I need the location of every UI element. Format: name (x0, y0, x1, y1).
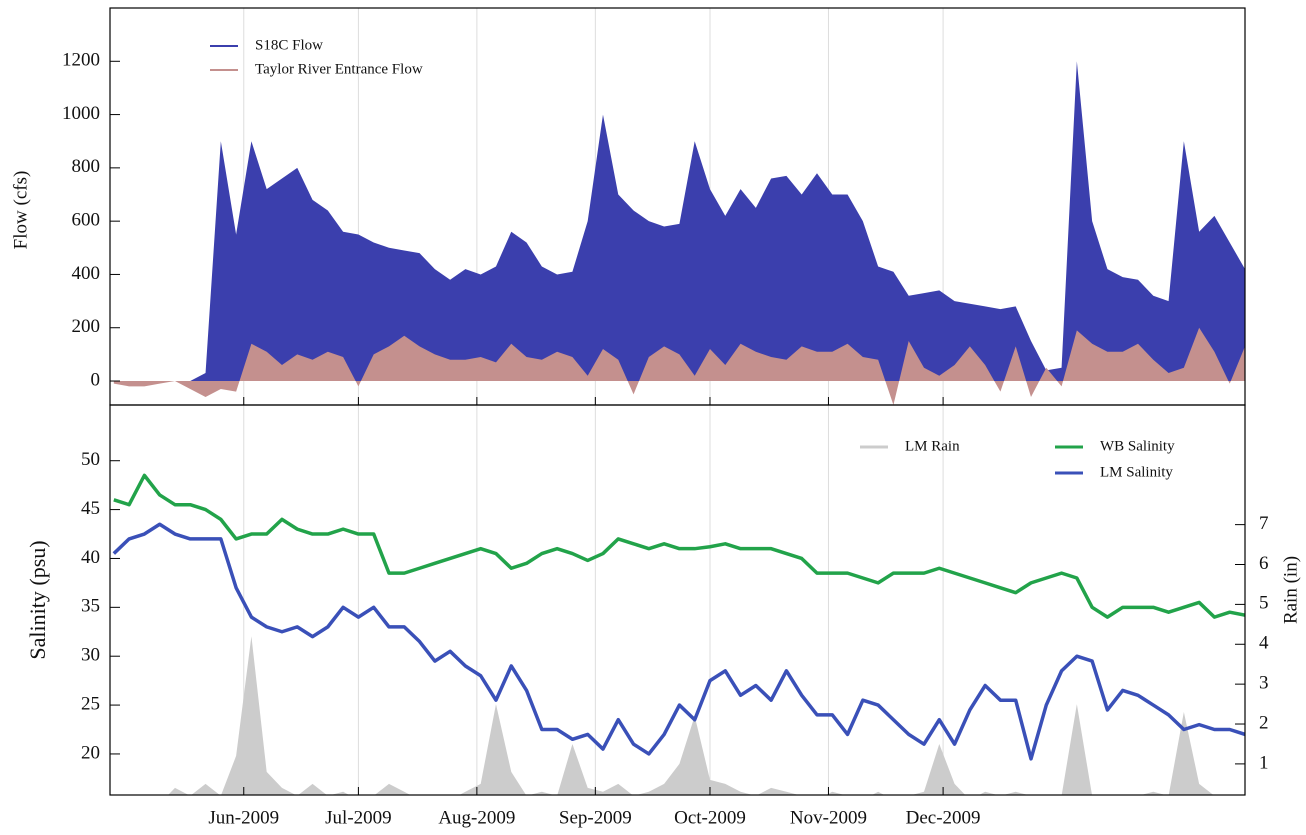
axes: 0 200 400 600 800 1000 1200 S18C Flow Taylor Riv… (62, 7, 1269, 828)
legend-label: S18C Flow (255, 37, 323, 53)
y2-tick-label: 1 (1259, 752, 1269, 773)
y2-tick-label: 7 (1259, 513, 1269, 534)
legend-label: Taylor River Entrance Flow (255, 61, 423, 77)
y-tick-label: 40 (81, 547, 100, 568)
x-tick-label: Dec-2009 (906, 807, 981, 828)
y-tick-label: 1000 (62, 103, 100, 124)
y2-axis-title: Rain (in) (1280, 556, 1301, 624)
y-tick-label: 400 (72, 263, 101, 284)
y2-tick-label: 5 (1259, 593, 1269, 614)
plot-frame (109, 404, 1246, 796)
x-tick-label: Jul-2009 (325, 807, 392, 828)
x-tick-label: Oct-2009 (674, 807, 746, 828)
area (113, 636, 1245, 795)
y-tick-label: 600 (72, 210, 101, 231)
y-tick-label: 35 (81, 596, 100, 617)
y-tick-label: 45 (81, 498, 100, 519)
area (113, 327, 1245, 405)
y2-tick-label: 3 (1259, 673, 1269, 694)
x-tick-label: Aug-2009 (438, 807, 515, 828)
y-tick-label: 50 (81, 449, 100, 470)
y-tick-label: 800 (72, 156, 101, 177)
legend-label: LM Rain (905, 438, 960, 454)
line (112, 522, 1245, 761)
y-axis-title: Salinity (psu) (25, 540, 50, 659)
y-tick-label: 0 (91, 369, 101, 390)
y-tick-label: 30 (81, 645, 100, 666)
x-tick-label: Sep-2009 (559, 807, 632, 828)
line (113, 473, 1245, 619)
area (113, 61, 1245, 382)
y2-tick-label: 4 (1259, 633, 1269, 654)
flow-plot (113, 8, 1245, 405)
x-tick-label: Nov-2009 (790, 807, 867, 828)
y-axis-title: Flow (cfs) (10, 171, 31, 250)
y2-tick-label: 2 (1259, 712, 1269, 733)
legend-label: LM Salinity (1100, 464, 1173, 480)
y-tick-label: 25 (81, 693, 100, 714)
salinity-plot (112, 405, 1245, 795)
legend-label: WB Salinity (1100, 438, 1175, 454)
y-tick-label: 1200 (62, 50, 100, 71)
x-tick-label: Jun-2009 (208, 807, 279, 828)
y-tick-label: 20 (81, 742, 100, 763)
y2-tick-label: 6 (1259, 553, 1269, 574)
y-tick-label: 200 (72, 316, 101, 337)
